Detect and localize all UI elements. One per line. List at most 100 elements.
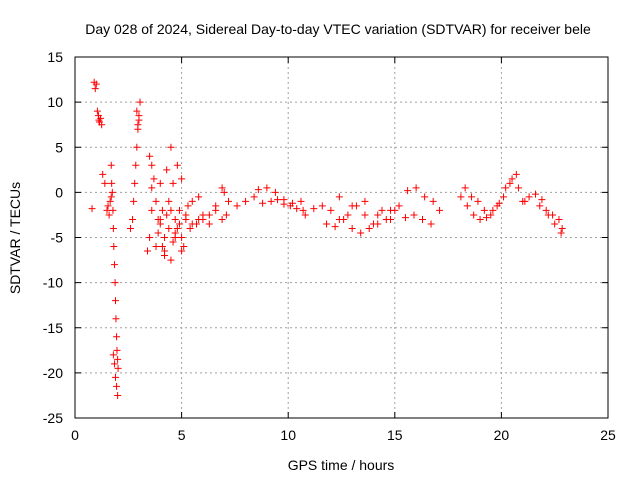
- data-point: [348, 224, 356, 232]
- data-point: [146, 234, 154, 241]
- x-tick-label: 20: [494, 427, 510, 443]
- x-tick-label: 25: [600, 427, 616, 443]
- data-point: [436, 206, 444, 214]
- data-point: [395, 202, 403, 210]
- data-point: [163, 211, 171, 219]
- data-point: [468, 193, 476, 201]
- data-point: [114, 355, 122, 363]
- data-point: [205, 220, 213, 228]
- data-point: [156, 179, 164, 187]
- data-point: [161, 234, 169, 241]
- data-points: [88, 78, 566, 399]
- data-point: [99, 170, 107, 178]
- data-point: [112, 297, 120, 305]
- data-point: [427, 220, 435, 228]
- data-point: [126, 224, 134, 232]
- data-point: [401, 214, 409, 222]
- x-axis-label: GPS time / hours: [288, 457, 395, 473]
- data-point: [410, 211, 418, 219]
- data-point: [525, 193, 533, 201]
- data-point: [500, 193, 508, 201]
- data-point: [148, 206, 156, 214]
- data-point: [199, 215, 207, 223]
- data-point: [331, 223, 339, 231]
- data-point: [143, 247, 151, 255]
- data-point: [348, 202, 356, 210]
- data-point: [382, 215, 390, 223]
- y-axis-label: SDTVAR / TECUs: [7, 182, 23, 294]
- plot-frame: [74, 56, 609, 419]
- data-point: [129, 215, 137, 223]
- data-point: [169, 238, 177, 246]
- data-point: [335, 193, 343, 201]
- data-point: [536, 202, 544, 210]
- data-point: [163, 166, 171, 174]
- axis-ticks: 0 5 10 15 20 25 15 10 5 0 -5 -10 -15 -20 -25: [43, 49, 616, 443]
- data-point: [104, 202, 112, 210]
- data-point: [169, 179, 177, 187]
- data-point: [361, 211, 369, 219]
- data-point: [297, 197, 305, 205]
- data-point: [250, 193, 258, 201]
- data-point: [263, 184, 271, 192]
- data-point: [130, 197, 138, 205]
- data-point: [254, 186, 262, 194]
- data-point: [133, 143, 141, 151]
- data-point: [107, 161, 115, 169]
- data-point: [103, 206, 111, 214]
- data-point: [274, 196, 282, 204]
- data-point: [551, 220, 559, 228]
- data-point: [288, 199, 296, 207]
- data-point: [167, 143, 175, 151]
- data-point: [135, 116, 143, 124]
- data-point: [512, 170, 520, 178]
- data-point: [114, 364, 122, 372]
- data-point: [92, 80, 100, 88]
- data-point: [259, 199, 267, 207]
- data-point: [98, 121, 106, 129]
- data-point: [152, 243, 160, 251]
- data-point: [193, 220, 201, 228]
- y-tick-label: -20: [43, 365, 63, 381]
- data-point: [225, 197, 233, 205]
- data-point: [538, 196, 546, 204]
- data-point: [158, 206, 166, 214]
- data-point: [480, 206, 488, 214]
- data-point: [178, 234, 186, 241]
- data-point: [374, 211, 382, 219]
- data-point: [461, 184, 469, 192]
- data-point: [280, 196, 288, 204]
- chart-title: Day 028 of 2024, Sidereal Day-to-day VTE…: [85, 21, 591, 37]
- data-point: [110, 243, 118, 251]
- data-point: [105, 211, 113, 219]
- data-point: [113, 382, 121, 390]
- data-point: [132, 161, 140, 169]
- data-point: [267, 197, 275, 205]
- data-point: [542, 206, 550, 214]
- data-point: [131, 179, 139, 187]
- y-tick-label: -15: [43, 320, 63, 336]
- data-point: [557, 229, 565, 237]
- data-point: [514, 184, 522, 192]
- data-point: [344, 211, 352, 219]
- data-point: [506, 179, 514, 187]
- data-point: [412, 184, 420, 192]
- data-point: [171, 215, 179, 223]
- data-point: [93, 107, 101, 115]
- x-tick-label: 5: [178, 427, 186, 443]
- data-point: [178, 247, 186, 255]
- data-point: [555, 215, 563, 223]
- data-point: [470, 211, 478, 219]
- data-point: [220, 188, 228, 196]
- data-point: [173, 161, 181, 169]
- data-point: [502, 184, 510, 192]
- data-point: [152, 197, 160, 205]
- data-point: [429, 197, 437, 205]
- data-point: [487, 211, 495, 219]
- data-point: [158, 243, 166, 251]
- data-point: [242, 197, 250, 205]
- data-point: [101, 179, 109, 187]
- data-point: [165, 224, 173, 232]
- data-point: [508, 175, 516, 183]
